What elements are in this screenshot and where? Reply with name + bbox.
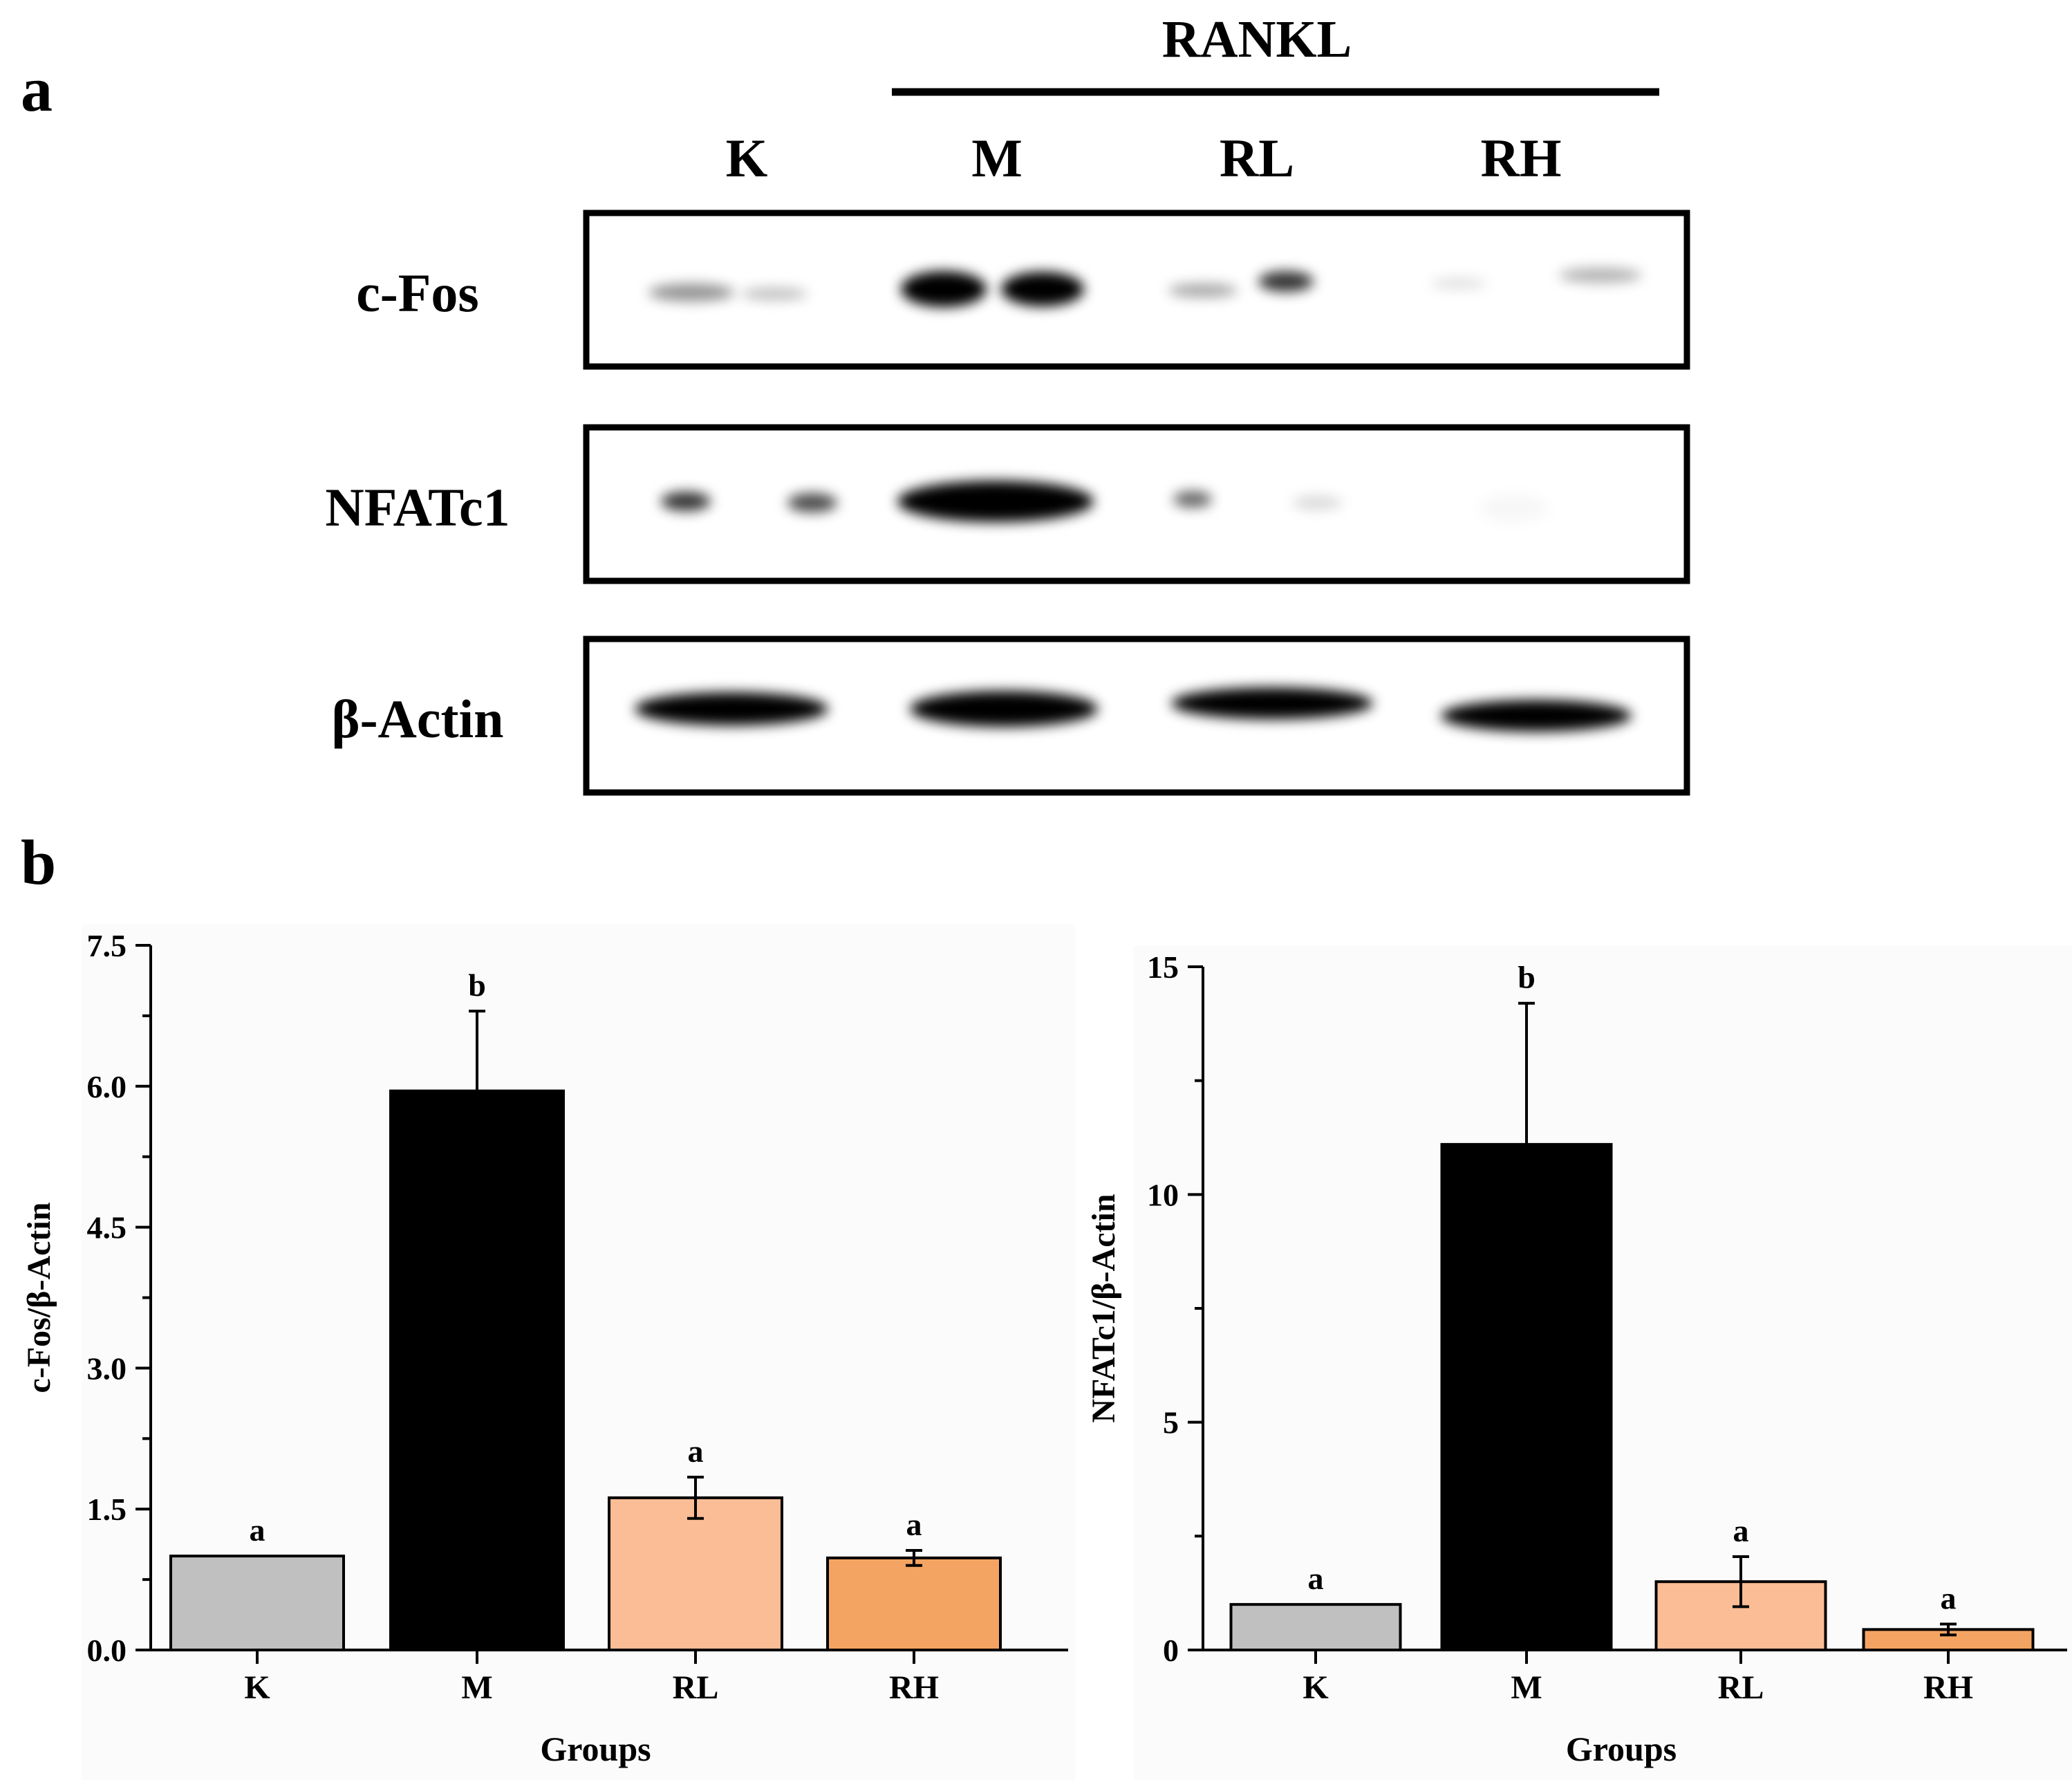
nfatc1-y-tick-label: 0 bbox=[1163, 1633, 1179, 1668]
blot-bands-nfatc1 bbox=[661, 481, 1549, 522]
nfatc1-x-tick-label-k: K bbox=[1303, 1669, 1328, 1706]
nfatc1-x-axis-title: Groups bbox=[1566, 1730, 1677, 1768]
blot-band bbox=[1173, 491, 1212, 508]
cfos-x-axis-title: Groups bbox=[540, 1730, 651, 1768]
blot-band bbox=[897, 481, 1094, 522]
blot-band bbox=[1292, 496, 1342, 510]
nfatc1-bar-k bbox=[1229, 1603, 1402, 1651]
blot-band bbox=[1171, 687, 1373, 719]
nfatc1-y-tick-label: 15 bbox=[1147, 949, 1179, 985]
nfatc1-significance-k: a bbox=[1308, 1561, 1324, 1596]
nfatc1-significance-rh: a bbox=[1941, 1580, 1957, 1615]
lane-label-m: M bbox=[971, 128, 1023, 188]
blot-bands-cfos bbox=[648, 268, 1642, 307]
cfos-bar-rh bbox=[826, 1556, 1002, 1651]
cfos-y-tick-label: 4.5 bbox=[87, 1210, 127, 1245]
blot-band bbox=[1168, 284, 1238, 297]
blot-band bbox=[661, 492, 711, 511]
nfatc1-y-tick-label: 5 bbox=[1163, 1405, 1179, 1440]
nfatc1-significance-rl: a bbox=[1733, 1513, 1749, 1548]
blot-band bbox=[1258, 271, 1314, 292]
cfos-x-tick-label-m: M bbox=[461, 1669, 492, 1706]
blot-band bbox=[1441, 700, 1632, 732]
lane-label-rh: RH bbox=[1481, 128, 1562, 188]
cfos-bar-m bbox=[389, 1089, 565, 1652]
nfatc1-bar-chart: a b a a 0 5 10 15 K M RL RH Groups NFATc1/β-Actin bbox=[1085, 946, 2072, 1780]
cfos-y-tick-label: 6.0 bbox=[87, 1069, 127, 1104]
blot-band bbox=[1431, 278, 1486, 289]
cfos-y-tick-label: 7.5 bbox=[87, 928, 127, 963]
blot-band bbox=[910, 691, 1098, 727]
blot-band bbox=[741, 288, 808, 300]
blot-band bbox=[901, 271, 987, 307]
cfos-x-tick-label-rl: RL bbox=[673, 1669, 719, 1706]
blot-band bbox=[1480, 494, 1549, 522]
cfos-y-tick-label: 0.0 bbox=[87, 1633, 127, 1668]
cfos-y-tick-label: 1.5 bbox=[87, 1492, 127, 1527]
blot-frame-cfos bbox=[583, 210, 1690, 370]
cfos-bar-chart: a b a a 0.0 1.5 3.0 4.5 6.0 7.5 K M RL RH Groups c-Fos/… bbox=[21, 925, 1075, 1780]
blot-band bbox=[787, 493, 837, 512]
lane-label-k: K bbox=[726, 128, 768, 188]
blot-band bbox=[1001, 272, 1084, 306]
blot-bands-bactin bbox=[635, 687, 1632, 732]
cfos-significance-m: b bbox=[468, 967, 486, 1003]
cfos-bar-k bbox=[169, 1555, 345, 1651]
blot-frame-nfatc1 bbox=[583, 424, 1690, 584]
rankl-label: RANKL bbox=[1162, 10, 1352, 68]
nfatc1-y-tick-label: 10 bbox=[1147, 1177, 1179, 1212]
nfatc1-x-tick-label-m: M bbox=[1511, 1669, 1542, 1706]
panel-b-label: b bbox=[21, 827, 56, 898]
cfos-significance-rl: a bbox=[688, 1434, 704, 1469]
cfos-significance-rh: a bbox=[906, 1507, 922, 1542]
nfatc1-y-axis-title: NFATc1/β-Actin bbox=[1085, 1194, 1122, 1422]
cfos-x-tick-label-k: K bbox=[244, 1669, 270, 1706]
nfatc1-significance-m: b bbox=[1518, 960, 1536, 995]
blot-band bbox=[1559, 268, 1642, 283]
cfos-x-tick-label-rh: RH bbox=[889, 1669, 939, 1706]
nfatc1-x-tick-label-rl: RL bbox=[1718, 1669, 1764, 1706]
cfos-y-axis-title: c-Fos/β-Actin bbox=[21, 1203, 57, 1393]
lane-label-rl: RL bbox=[1220, 128, 1294, 188]
blot-band bbox=[648, 284, 734, 302]
blot-band bbox=[635, 692, 828, 725]
blot-row-label-nfatc1: NFATc1 bbox=[325, 477, 510, 537]
blot-row-label-cfos: c-Fos bbox=[356, 263, 479, 323]
cfos-plot-background bbox=[82, 925, 1075, 1780]
nfatc1-x-tick-label-rh: RH bbox=[1923, 1669, 1973, 1706]
cfos-significance-k: a bbox=[250, 1512, 265, 1548]
cfos-y-tick-label: 3.0 bbox=[87, 1351, 127, 1386]
cfos-bar-rl bbox=[608, 1496, 783, 1651]
blot-row-label-bactin: β-Actin bbox=[331, 689, 503, 749]
panel-a-label: a bbox=[21, 54, 53, 124]
